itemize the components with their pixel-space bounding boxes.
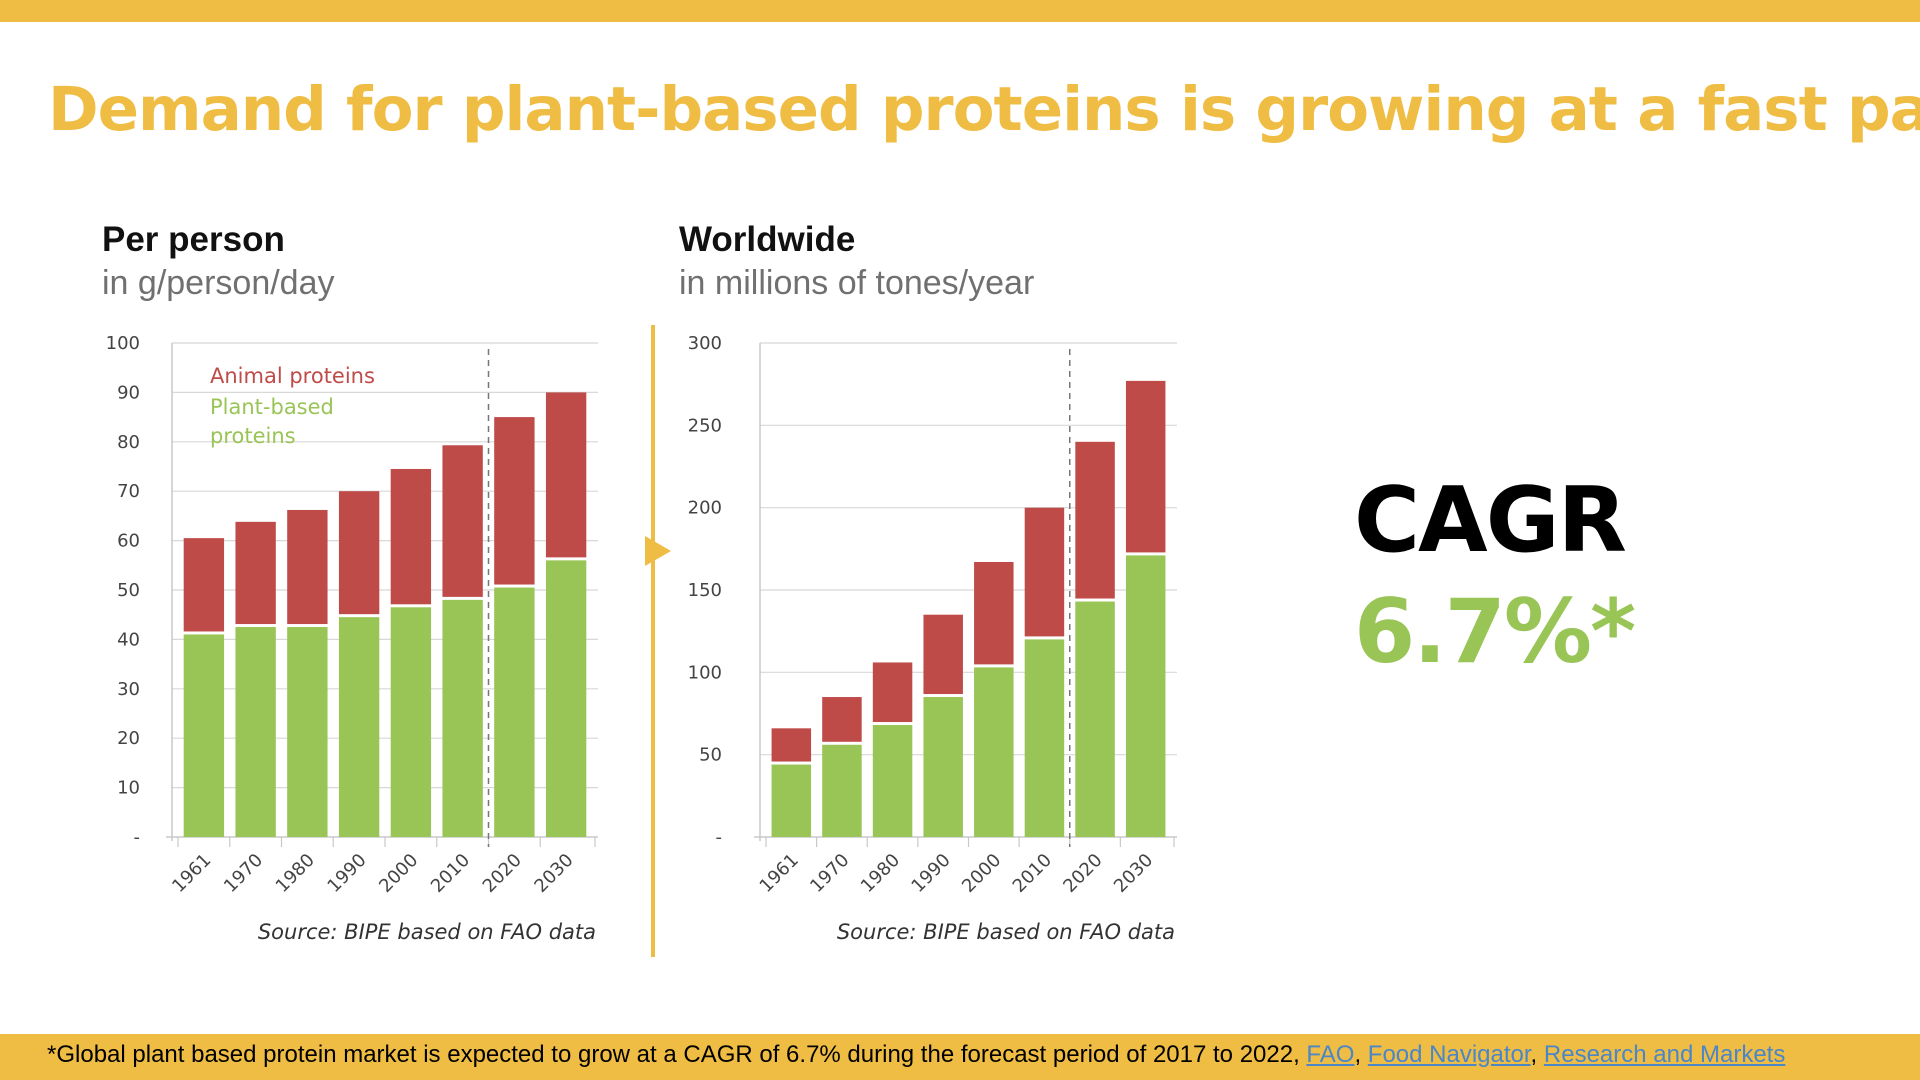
research-and-markets-link[interactable]: Research and Markets (1543, 1041, 1786, 1068)
per-person-heading: Per person (102, 220, 285, 259)
bar-plant-2000 (390, 607, 432, 837)
bar-plant-2030 (1125, 555, 1166, 837)
x-tick-label: 1961 (168, 850, 215, 897)
source-note: Source: BIPE based on FAO data (258, 920, 596, 944)
y-tick-label: 90 (117, 382, 140, 403)
legend-plant-proteins: Plant-based (210, 395, 334, 419)
y-tick-label: 60 (117, 531, 140, 552)
y-tick-label: 250 (688, 415, 722, 436)
footer-note: *Global plant based protein market is ex… (47, 1041, 1786, 1068)
bar-plant-2020 (494, 587, 535, 837)
bar-plant-1961 (771, 764, 812, 837)
x-tick-label: 1970 (220, 850, 267, 897)
bar-animal-2000 (974, 562, 1014, 665)
y-tick-label: 150 (688, 580, 722, 601)
bar-animal-1961 (771, 728, 812, 762)
arrow-right-icon (645, 536, 671, 566)
y-tick-label: 200 (688, 498, 722, 519)
x-tick-label: 1980 (857, 850, 904, 897)
per-person-subheading: in g/person/day (102, 264, 335, 302)
bar-plant-1980 (287, 627, 328, 837)
footer-note-text: *Global plant based protein market is ex… (47, 1041, 1307, 1068)
cagr-label: CAGR (1354, 468, 1627, 573)
bar-plant-1970 (235, 627, 276, 837)
cagr-value: 6.7%* (1354, 580, 1636, 683)
legend-animal-proteins: Animal proteins (210, 364, 375, 388)
slide-title: Demand for plant-based proteins is growi… (48, 74, 1920, 145)
bar-plant-2030 (545, 560, 587, 837)
bar-plant-2000 (974, 667, 1014, 837)
y-tick-label: 20 (117, 728, 140, 749)
bar-animal-1961 (183, 538, 225, 632)
bar-animal-1990 (338, 491, 380, 615)
bar-animal-2010 (442, 445, 483, 597)
bar-plant-1990 (338, 617, 380, 837)
x-tick-label: 2020 (1059, 850, 1106, 897)
bar-animal-2000 (390, 468, 432, 605)
y-tick-label: - (134, 827, 141, 848)
bar-animal-1970 (235, 521, 276, 625)
y-tick-label: 300 (688, 333, 722, 354)
footer-bar (0, 1034, 1920, 1080)
x-tick-label: 2000 (958, 850, 1005, 897)
y-tick-label: 100 (106, 333, 140, 354)
bar-animal-2030 (545, 392, 587, 558)
divider-line (651, 325, 655, 957)
y-tick-label: 70 (117, 481, 140, 502)
y-tick-label: 50 (117, 580, 140, 601)
x-tick-label: 1961 (756, 850, 803, 897)
y-tick-label: 100 (688, 662, 722, 683)
x-tick-label: 2030 (530, 850, 577, 897)
y-tick-label: - (716, 827, 723, 848)
x-tick-label: 1970 (806, 850, 853, 897)
y-tick-label: 50 (699, 745, 722, 766)
bar-animal-2020 (494, 417, 535, 585)
bar-animal-2020 (1075, 441, 1115, 599)
bar-plant-1990 (923, 697, 963, 837)
bar-plant-2010 (442, 599, 483, 837)
bar-plant-2010 (1024, 639, 1065, 837)
bar-animal-1990 (923, 614, 963, 695)
bar-plant-1961 (183, 634, 225, 837)
source-note: Source: BIPE based on FAO data (837, 920, 1175, 944)
x-tick-label: 1980 (272, 850, 319, 897)
x-tick-label: 2010 (427, 850, 474, 897)
legend-plant-proteins-line2: proteins (210, 424, 296, 448)
worldwide-subheading: in millions of tones/year (679, 264, 1035, 302)
x-tick-label: 2010 (1009, 850, 1056, 897)
x-tick-label: 1990 (323, 850, 370, 897)
y-tick-label: 10 (117, 778, 140, 799)
bar-plant-1970 (822, 744, 862, 837)
y-tick-label: 40 (117, 629, 140, 650)
bar-animal-1980 (872, 662, 913, 723)
x-tick-label: 1990 (907, 850, 954, 897)
top-accent-bar (0, 0, 1920, 22)
worldwide-heading: Worldwide (679, 220, 856, 259)
fao-link[interactable]: FAO (1306, 1041, 1355, 1068)
bar-animal-2030 (1125, 380, 1166, 553)
bar-animal-2010 (1024, 507, 1065, 637)
bar-plant-1980 (872, 725, 913, 837)
bar-plant-2020 (1075, 601, 1115, 837)
bar-animal-1980 (287, 509, 328, 625)
x-tick-label: 2020 (479, 850, 526, 897)
y-tick-label: 80 (117, 432, 140, 453)
x-tick-label: 2030 (1110, 850, 1157, 897)
y-tick-label: 30 (117, 679, 140, 700)
food-navigator-link[interactable]: Food Navigator (1367, 1041, 1531, 1068)
bar-animal-1970 (822, 697, 862, 742)
x-tick-label: 2000 (375, 850, 422, 897)
